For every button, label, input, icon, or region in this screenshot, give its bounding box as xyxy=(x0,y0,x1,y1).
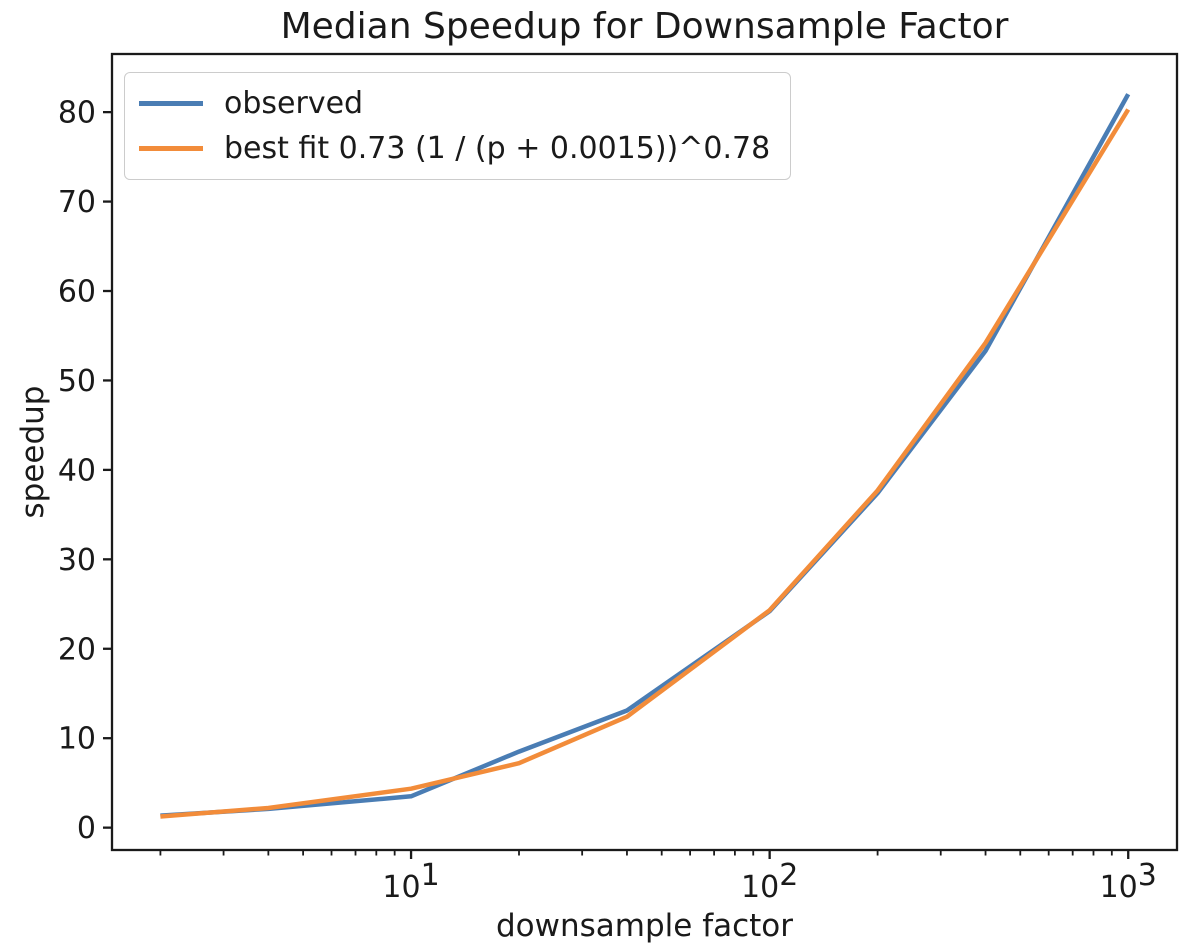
y-tick-label: 70 xyxy=(58,185,96,220)
y-tick-label: 20 xyxy=(58,632,96,667)
legend-line-best-fit-icon xyxy=(139,146,203,151)
legend-label-best-fit: best fit 0.73 (1 / (p + 0.0015))^0.78 xyxy=(224,131,771,166)
legend-label-observed: observed xyxy=(224,86,364,121)
x-axis-label: downsample factor xyxy=(495,908,794,944)
chart-title: Median Speedup for Downsample Factor xyxy=(280,6,1009,47)
y-axis-label: speedup xyxy=(15,385,51,519)
line-series-observed xyxy=(160,93,1131,818)
x-tick-label: 101 xyxy=(382,858,439,905)
plot-spines xyxy=(110,52,1179,852)
y-tick-label: 0 xyxy=(77,811,96,846)
legend: observed best fit 0.73 (1 / (p + 0.0015)… xyxy=(124,72,792,180)
line-series-best-fit xyxy=(160,108,1131,819)
x-tick-label: 102 xyxy=(741,858,798,905)
y-tick-label: 80 xyxy=(58,96,96,131)
legend-item-best-fit: best fit 0.73 (1 / (p + 0.0015))^0.78 xyxy=(139,130,770,167)
y-tick-label: 60 xyxy=(58,275,96,310)
legend-item-observed: observed xyxy=(139,85,770,122)
legend-line-observed-icon xyxy=(139,101,203,106)
y-tick-label: 40 xyxy=(58,453,96,488)
y-tick-label: 30 xyxy=(58,543,96,578)
y-tick-label: 10 xyxy=(58,722,96,757)
x-tick-label: 103 xyxy=(1100,858,1157,905)
y-tick-label: 50 xyxy=(58,364,96,399)
